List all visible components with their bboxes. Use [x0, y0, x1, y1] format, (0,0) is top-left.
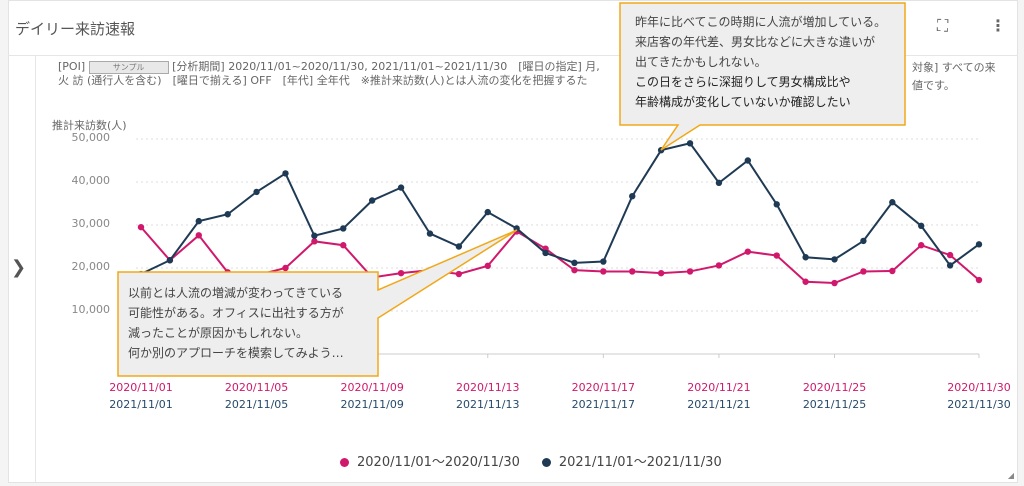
data-point[interactable]: [831, 256, 838, 263]
data-point[interactable]: [657, 269, 665, 277]
data-point[interactable]: [253, 188, 260, 196]
data-point[interactable]: [571, 266, 578, 274]
data-point[interactable]: [744, 248, 752, 255]
data-point[interactable]: [195, 217, 202, 225]
card-title: デイリー来訪速報: [15, 20, 136, 38]
data-point[interactable]: [600, 268, 607, 275]
data-point[interactable]: [629, 192, 636, 200]
data-point[interactable]: [946, 251, 954, 259]
data-point[interactable]: [426, 230, 434, 237]
x-tick-label: 2021/11/30: [947, 398, 1011, 411]
data-point[interactable]: [455, 243, 463, 250]
callout-bottom: 以前とは人流の増減が変わってきている 可能性がある。オフィスに出社する方が 減ったこ…: [128, 286, 344, 360]
legend-item-2020[interactable]: 2020/11/01～2020/11/30: [340, 451, 520, 470]
filter-summary: [POI] サンプル [分析期間] 2020/11/01~2020/11/30,…: [58, 60, 613, 88]
data-point[interactable]: [571, 259, 578, 267]
y-tick-label: 40,000: [71, 174, 111, 187]
y-tick-label: 30,000: [71, 217, 111, 230]
data-point[interactable]: [686, 140, 694, 147]
x-tick-label: 2021/11/13: [456, 398, 520, 411]
legend-item-2021[interactable]: 2021/11/01～2021/11/30: [541, 451, 722, 470]
data-point[interactable]: [773, 201, 780, 208]
y-axis-label: 推計来訪数(人): [52, 119, 127, 132]
x-tick-label: 2021/11/05: [224, 398, 289, 411]
y-tick-label: 50,000: [71, 131, 111, 144]
x-tick-label: 2021/11/17: [571, 398, 636, 411]
data-point[interactable]: [773, 252, 780, 259]
x-tick-label: 2020/11/05: [224, 381, 289, 394]
data-point[interactable]: [860, 268, 867, 275]
data-point[interactable]: [946, 262, 954, 269]
x-tick-label: 2020/11/30: [947, 381, 1011, 394]
chevron-right-icon[interactable]: ❯: [11, 257, 27, 278]
data-point[interactable]: [542, 249, 549, 257]
data-point[interactable]: [860, 237, 867, 245]
data-point[interactable]: [311, 232, 318, 239]
data-point[interactable]: [195, 232, 202, 239]
data-point[interactable]: [397, 184, 405, 191]
data-point[interactable]: [455, 270, 463, 278]
data-point[interactable]: [715, 262, 723, 269]
data-point[interactable]: [340, 242, 347, 249]
more-vertical-icon[interactable]: ⋮: [990, 16, 1006, 35]
data-point[interactable]: [831, 279, 838, 287]
data-point[interactable]: [600, 258, 607, 265]
x-tick-label: 2021/11/09: [340, 398, 404, 411]
data-point[interactable]: [484, 208, 491, 216]
x-tick-label: 2021/11/21: [687, 398, 751, 411]
x-tick-label: 2020/11/25: [802, 381, 867, 394]
data-point[interactable]: [224, 211, 231, 218]
data-point[interactable]: [802, 278, 809, 285]
y-tick-label: 20,000: [71, 260, 111, 273]
data-point[interactable]: [484, 262, 491, 270]
chart-legend: 2020/11/01～2020/11/30 2021/11/01～2021/11…: [340, 451, 722, 470]
x-tick-label: 2021/11/25: [802, 398, 867, 411]
x-tick-label: 2020/11/21: [687, 381, 751, 394]
callout-top-bubble: [619, 2, 906, 151]
data-point[interactable]: [137, 223, 145, 231]
data-point[interactable]: [889, 199, 896, 206]
x-tick-label: 2020/11/13: [456, 381, 520, 394]
resize-handle-icon[interactable]: ◢: [1007, 471, 1014, 480]
target-text: 対象] すべての来: [912, 61, 996, 74]
callout-bottom-bubble: [117, 229, 518, 377]
expand-icon[interactable]: ⛶: [937, 16, 949, 35]
poi-label: [POI]: [58, 60, 86, 73]
data-point[interactable]: [397, 269, 405, 277]
note-tail: 値です。: [912, 79, 955, 92]
data-point[interactable]: [686, 268, 694, 275]
y-tick-label: 10,000: [71, 303, 111, 316]
data-point[interactable]: [282, 170, 289, 177]
header-divider: [8, 55, 1018, 56]
legend-dot-icon: [340, 458, 349, 467]
x-tick-label: 2020/11/09: [340, 381, 404, 394]
data-point[interactable]: [975, 241, 983, 248]
data-point[interactable]: [368, 197, 376, 204]
series-line-1: [140, 142, 980, 275]
x-tick-label: 2021/11/01: [109, 398, 173, 411]
series-line-0: [140, 226, 980, 285]
data-point[interactable]: [975, 276, 983, 284]
x-tick-label: 2020/11/17: [571, 381, 636, 394]
poi-value: サンプル: [88, 60, 169, 74]
x-tick-label: 2020/11/01: [109, 381, 173, 394]
data-point[interactable]: [715, 179, 723, 187]
data-point[interactable]: [744, 157, 752, 164]
data-point[interactable]: [802, 254, 809, 261]
data-point[interactable]: [889, 267, 896, 275]
callout-top: 昨年に比べてこの時期に人流が増加している。 来店客の年代差、男女比などに大きな違い…: [635, 15, 887, 109]
period-text: [分析期間] 2020/11/01~2020/11/30, 2021/11/01…: [58, 60, 600, 87]
data-point[interactable]: [629, 268, 636, 275]
data-point[interactable]: [340, 225, 347, 232]
data-point[interactable]: [282, 264, 289, 272]
data-point[interactable]: [166, 257, 174, 264]
data-point[interactable]: [918, 242, 925, 249]
options-text: 訪 (通行人を含む) [曜日で揃える] OFF [年代] 全年代 ※推計来訪数(…: [72, 74, 588, 87]
legend-dot-icon: [541, 458, 551, 467]
data-point[interactable]: [311, 238, 318, 245]
data-point[interactable]: [918, 222, 925, 230]
side-divider: [35, 56, 36, 483]
